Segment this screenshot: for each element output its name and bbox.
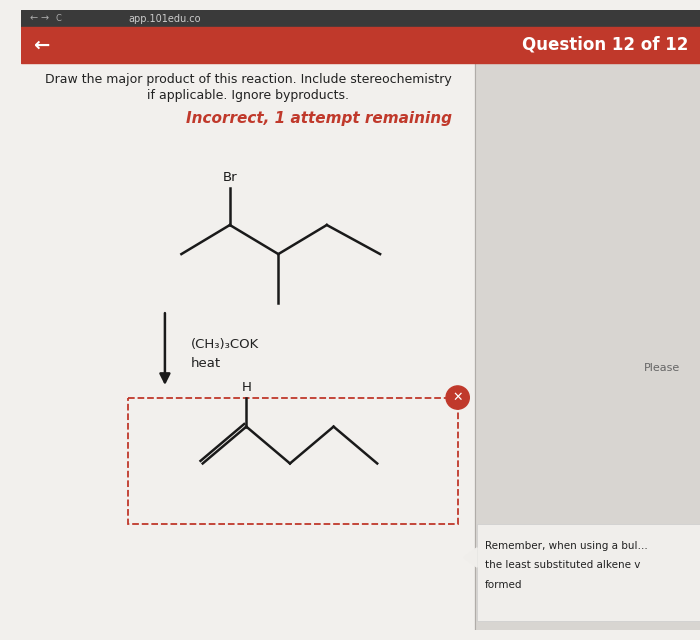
Text: Incorrect, 1 attempt remaining: Incorrect, 1 attempt remaining <box>186 111 452 126</box>
Text: (CH₃)₃COK: (CH₃)₃COK <box>191 338 259 351</box>
Text: H: H <box>241 381 251 394</box>
Text: Question 12 of 12: Question 12 of 12 <box>522 36 688 54</box>
Text: Br: Br <box>223 172 237 184</box>
Polygon shape <box>463 548 477 567</box>
Bar <box>475 63 700 630</box>
Text: Please: Please <box>645 364 680 374</box>
Text: ←: ← <box>29 13 37 24</box>
Text: →: → <box>41 13 49 24</box>
Text: if applicable. Ignore byproducts.: if applicable. Ignore byproducts. <box>147 88 349 102</box>
Text: heat: heat <box>191 357 221 370</box>
Text: Draw the major product of this reaction. Include stereochemistry: Draw the major product of this reaction.… <box>45 73 452 86</box>
Bar <box>477 524 700 621</box>
Bar <box>22 63 475 630</box>
Text: app.101edu.co: app.101edu.co <box>128 13 201 24</box>
Bar <box>22 28 700 63</box>
Text: the least substituted alkene v: the least substituted alkene v <box>485 561 640 570</box>
Text: C: C <box>55 14 61 23</box>
Bar <box>22 10 700 28</box>
Text: Remember, when using a bul…: Remember, when using a bul… <box>485 541 648 551</box>
Text: ✕: ✕ <box>452 391 463 404</box>
Circle shape <box>446 386 469 409</box>
Text: ←: ← <box>33 35 50 54</box>
Bar <box>128 397 458 524</box>
Text: formed: formed <box>485 580 522 590</box>
